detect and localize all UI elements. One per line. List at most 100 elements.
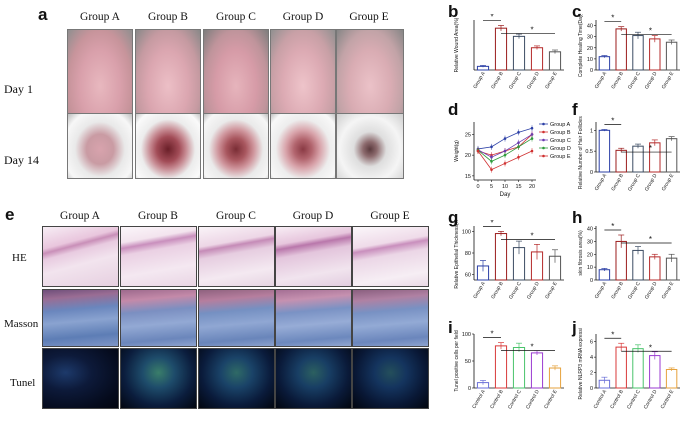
sig-star: * — [649, 144, 652, 153]
legend-marker — [542, 130, 545, 134]
chart-i: Tunel positive cells per field 0 50 100 Cont… — [454, 330, 564, 411]
category-label: Group A — [594, 172, 609, 191]
category-label: Group C — [627, 173, 642, 193]
legend-marker — [542, 122, 545, 126]
bar — [598, 56, 611, 71]
y-tick-label: 40 — [587, 24, 593, 30]
category-label: Control A — [593, 388, 609, 409]
histo-group-label-a: Group A — [60, 210, 100, 222]
bar — [512, 347, 526, 389]
category-label: Group A — [472, 280, 487, 299]
legend-marker — [542, 154, 545, 158]
tunel-image-group-a — [42, 348, 119, 409]
category-label: Group A — [594, 70, 609, 89]
sig-star: * — [490, 14, 493, 21]
y-axis-label: Complete Healing Time(Day) — [578, 14, 584, 77]
sig-star: * — [490, 220, 493, 227]
x-tick-label: 15 — [515, 184, 521, 190]
row-label-day1: Day 1 — [4, 82, 33, 96]
category-label: Control B — [489, 388, 505, 410]
y-tick-label: 60 — [465, 273, 471, 279]
chart-j: Relative NLRP3 mRNA expression 0 2 4 6 Contro… — [578, 328, 680, 411]
y-tick-label: 0 — [590, 68, 593, 74]
he-image-group-c — [198, 226, 275, 287]
photo-day14-group-a — [67, 113, 133, 179]
category-label: Group C — [627, 71, 642, 91]
stain-label-tunel: Tunel — [10, 377, 36, 389]
category-label: Group D — [526, 281, 541, 301]
bar — [494, 233, 508, 281]
category-label: Control A — [471, 388, 487, 409]
chart-g: Relative Epithelial Thickness(%) 60 80 100 G… — [454, 220, 564, 301]
y-axis-label: Relative Epithelial Thickness(%) — [454, 220, 460, 289]
y-tick-label: 100 — [462, 332, 471, 338]
he-image-group-e — [352, 226, 429, 287]
panel-letter-f: f — [572, 100, 578, 119]
stain-label-he: HE — [12, 252, 27, 264]
y-tick-label: 40 — [587, 227, 593, 233]
category-label: Group E — [661, 70, 676, 90]
bar — [615, 346, 627, 389]
group-label-e: Group E — [349, 11, 389, 23]
photo-day14-group-c — [203, 113, 269, 179]
y-tick-label: 15 — [465, 174, 471, 180]
x-axis-label: Day — [500, 192, 511, 198]
panel-letter-e: e — [5, 205, 15, 224]
y-axis-label: Relative Number of Hair Follicles(fold) — [578, 116, 584, 189]
group-label-b: Group B — [148, 11, 188, 23]
y-tick-label: 0 — [468, 386, 471, 392]
legend-marker — [542, 138, 545, 142]
sig-star: * — [611, 14, 614, 23]
bar — [548, 367, 562, 389]
y-tick-label: 20 — [587, 252, 593, 258]
category-label: Group D — [526, 71, 541, 91]
bar — [615, 149, 627, 173]
category-label: Group D — [644, 173, 659, 193]
y-axis-label: Relative Wound Area(%) — [454, 17, 460, 72]
category-label: Control D — [525, 389, 541, 411]
legend-label: Group A — [550, 122, 571, 128]
bar — [598, 269, 611, 281]
y-tick-label: 1 — [590, 128, 593, 134]
panel-letter-d: d — [448, 100, 459, 119]
panel-letter-j: j — [572, 318, 577, 337]
sig-star: * — [530, 231, 533, 240]
row-label-day14: Day 14 — [4, 153, 39, 167]
tunel-image-group-b — [120, 348, 197, 409]
category-label: Group A — [472, 70, 487, 89]
category-label: Group D — [644, 281, 659, 301]
panel-letter-g: g — [448, 208, 459, 227]
masson-image-group-c — [198, 289, 275, 347]
category-label: Group B — [610, 280, 625, 300]
photo-day14-group-e — [336, 113, 404, 179]
tunel-image-group-e — [352, 348, 429, 409]
masson-image-group-d — [275, 289, 352, 347]
bar — [512, 35, 526, 71]
category-label: Control E — [543, 388, 559, 410]
photo-day14-group-b — [135, 113, 201, 179]
legend-label: Group C — [550, 138, 571, 144]
group-label-d: Group D — [282, 11, 324, 23]
panel-letter-a: a — [38, 5, 48, 24]
category-label: Control C — [626, 389, 642, 411]
sig-star: * — [530, 343, 533, 352]
bar — [494, 27, 508, 71]
category-label: Group C — [627, 281, 642, 301]
bar — [530, 352, 544, 389]
bar — [494, 345, 508, 389]
y-tick-label: 6 — [590, 340, 593, 346]
y-axis-label: Tunel positive cells per field — [454, 330, 460, 391]
bar — [649, 38, 661, 71]
y-tick-label: 25 — [465, 132, 471, 138]
he-image-group-d — [275, 226, 352, 287]
panel-letter-b: b — [448, 2, 459, 21]
tunel-image-group-c — [198, 348, 275, 409]
bar — [665, 138, 678, 173]
y-tick-label: 0 — [590, 386, 593, 392]
photo-day14-group-d — [270, 113, 336, 179]
y-axis-label: Relative NLRP3 mRNA expression — [578, 328, 584, 399]
stain-label-masson: Masson — [4, 318, 39, 330]
category-label: Control B — [609, 388, 625, 410]
y-tick-label: 80 — [465, 251, 471, 257]
